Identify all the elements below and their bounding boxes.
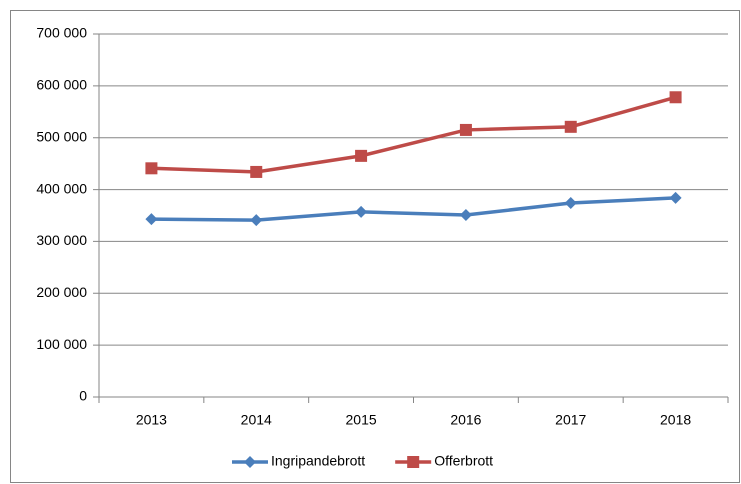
y-tick-label: 300 000 [36,232,87,248]
y-tick-label: 500 000 [36,128,87,144]
y-tick-label: 200 000 [36,284,87,300]
series-line [151,95,677,174]
x-tick-label: 2014 [241,412,272,428]
marker [407,456,420,468]
x-tick-label: 2018 [660,412,691,428]
x-tick-label: 2017 [555,412,586,428]
marker [355,149,368,162]
y-tick-label: 700 000 [36,25,87,41]
x-tick-label: 2016 [450,412,481,428]
y-tick-label: 400 000 [36,180,87,196]
x-tick-label: 2015 [346,412,377,428]
chart-frame [10,10,740,483]
marker [250,214,263,227]
series-line [151,196,676,222]
legend-label: Offerbrott [434,453,493,469]
marker [459,123,472,136]
marker [355,205,368,218]
marker [244,456,256,468]
marker [250,165,263,178]
x-tick-label: 2013 [136,412,167,428]
legend-label: Ingripandebrott [271,453,365,469]
y-tick-label: 100 000 [36,336,87,352]
marker [669,191,682,204]
marker [669,91,682,104]
marker [145,213,158,226]
marker [145,162,158,175]
marker [459,208,472,221]
y-tick-label: 600 000 [36,77,87,93]
marker [564,120,577,133]
marker [564,197,577,210]
y-tick-label: 0 [79,388,87,404]
